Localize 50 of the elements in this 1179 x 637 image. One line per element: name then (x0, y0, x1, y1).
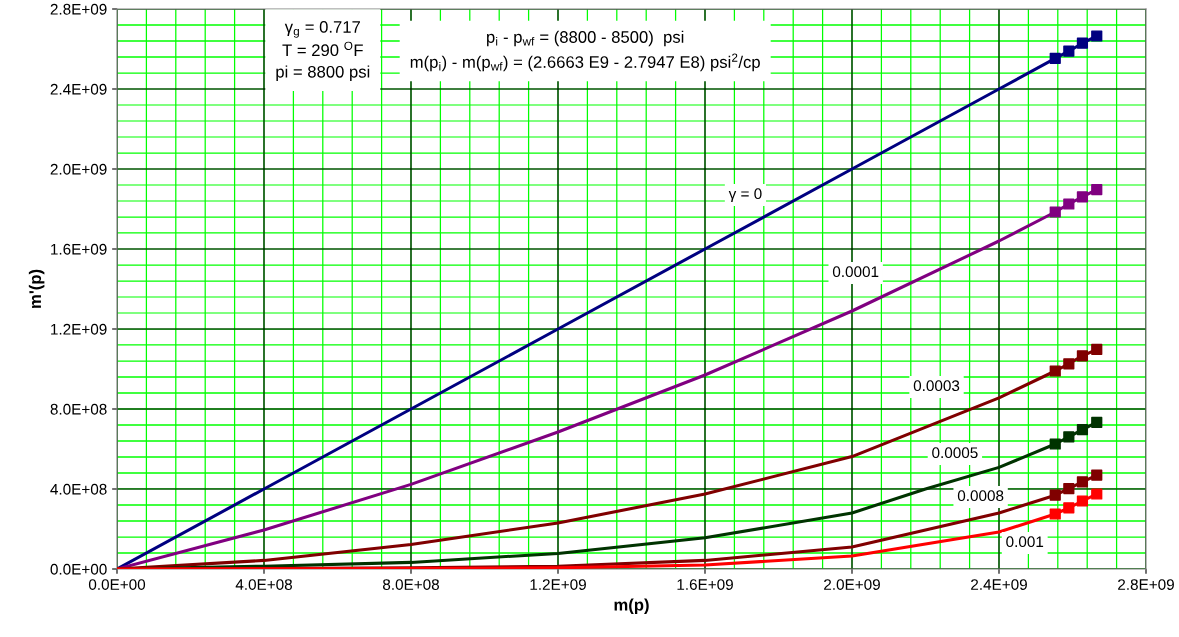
y-tick-label: 2.0E+09 (50, 163, 107, 175)
x-tick-label: 4.0E+08 (235, 579, 293, 590)
point (1049, 206, 1061, 218)
y-tick-label: 4.0E+08 (50, 483, 107, 495)
point (1091, 30, 1103, 42)
point (1049, 508, 1061, 520)
point (1076, 495, 1089, 507)
series-label: γ = 0 (728, 188, 762, 203)
point (1049, 438, 1061, 450)
point (1091, 416, 1103, 429)
point (1091, 488, 1103, 500)
annotation: γ$_{g}$ = 0.717 T = 290 $^{O}$F pi = 8800 psi (276, 21, 370, 81)
x-tick-label: 8.0E+08 (382, 579, 440, 590)
series-label: 0.0003 (913, 380, 960, 392)
point (1076, 191, 1089, 203)
x-tick-label: 2.0E+09 (824, 579, 880, 590)
text: p$_{i}$ - p$_{wf}$ = (8800 - 8500) psi m(p$_{i}$) - m(p$_{wf}$) = (2.6663 E9 - 2.7947 E8) psi$^{2}$/cp (410, 30, 760, 72)
series-label: 0.0008 (957, 490, 1004, 502)
point (1091, 343, 1103, 356)
point (1063, 45, 1075, 57)
y-axis-title: m'(p) (28, 269, 45, 308)
x-tick-label: 1.2E+09 (530, 579, 586, 590)
point (1076, 37, 1089, 49)
point (1063, 198, 1075, 210)
y-tick-label: 1.2E+09 (51, 323, 107, 335)
y-tick-label: 1.6E+09 (51, 243, 107, 255)
series-label: 0.0005 (932, 447, 978, 459)
point (1049, 365, 1061, 377)
x-tick-label: 1.6E+09 (677, 579, 733, 590)
point (1076, 476, 1089, 488)
y-tick-label: 2.4E+09 (50, 83, 107, 95)
point (1049, 52, 1061, 65)
point (1063, 482, 1075, 495)
point (1076, 350, 1089, 362)
point (1049, 489, 1061, 501)
x-tick-label: 0.0E+00 (88, 579, 146, 590)
point (1091, 469, 1103, 481)
point (1063, 358, 1075, 370)
point (1063, 502, 1075, 514)
y-tick-label: 8.0E+08 (50, 403, 107, 415)
y-tick-label: 2.8E+09 (50, 3, 107, 15)
x-axis-title: m(p) (614, 598, 649, 615)
x-tick-label: 2.4E+09 (971, 579, 1027, 590)
x-tick-label: 2.8E+09 (1118, 579, 1174, 590)
point (1063, 431, 1075, 443)
series-label: 0.001 (1006, 536, 1044, 548)
series-label: 0.0001 (832, 266, 879, 278)
point (1076, 423, 1089, 436)
y-tick-label: 0.0E+00 (50, 563, 107, 575)
point (1091, 183, 1103, 196)
